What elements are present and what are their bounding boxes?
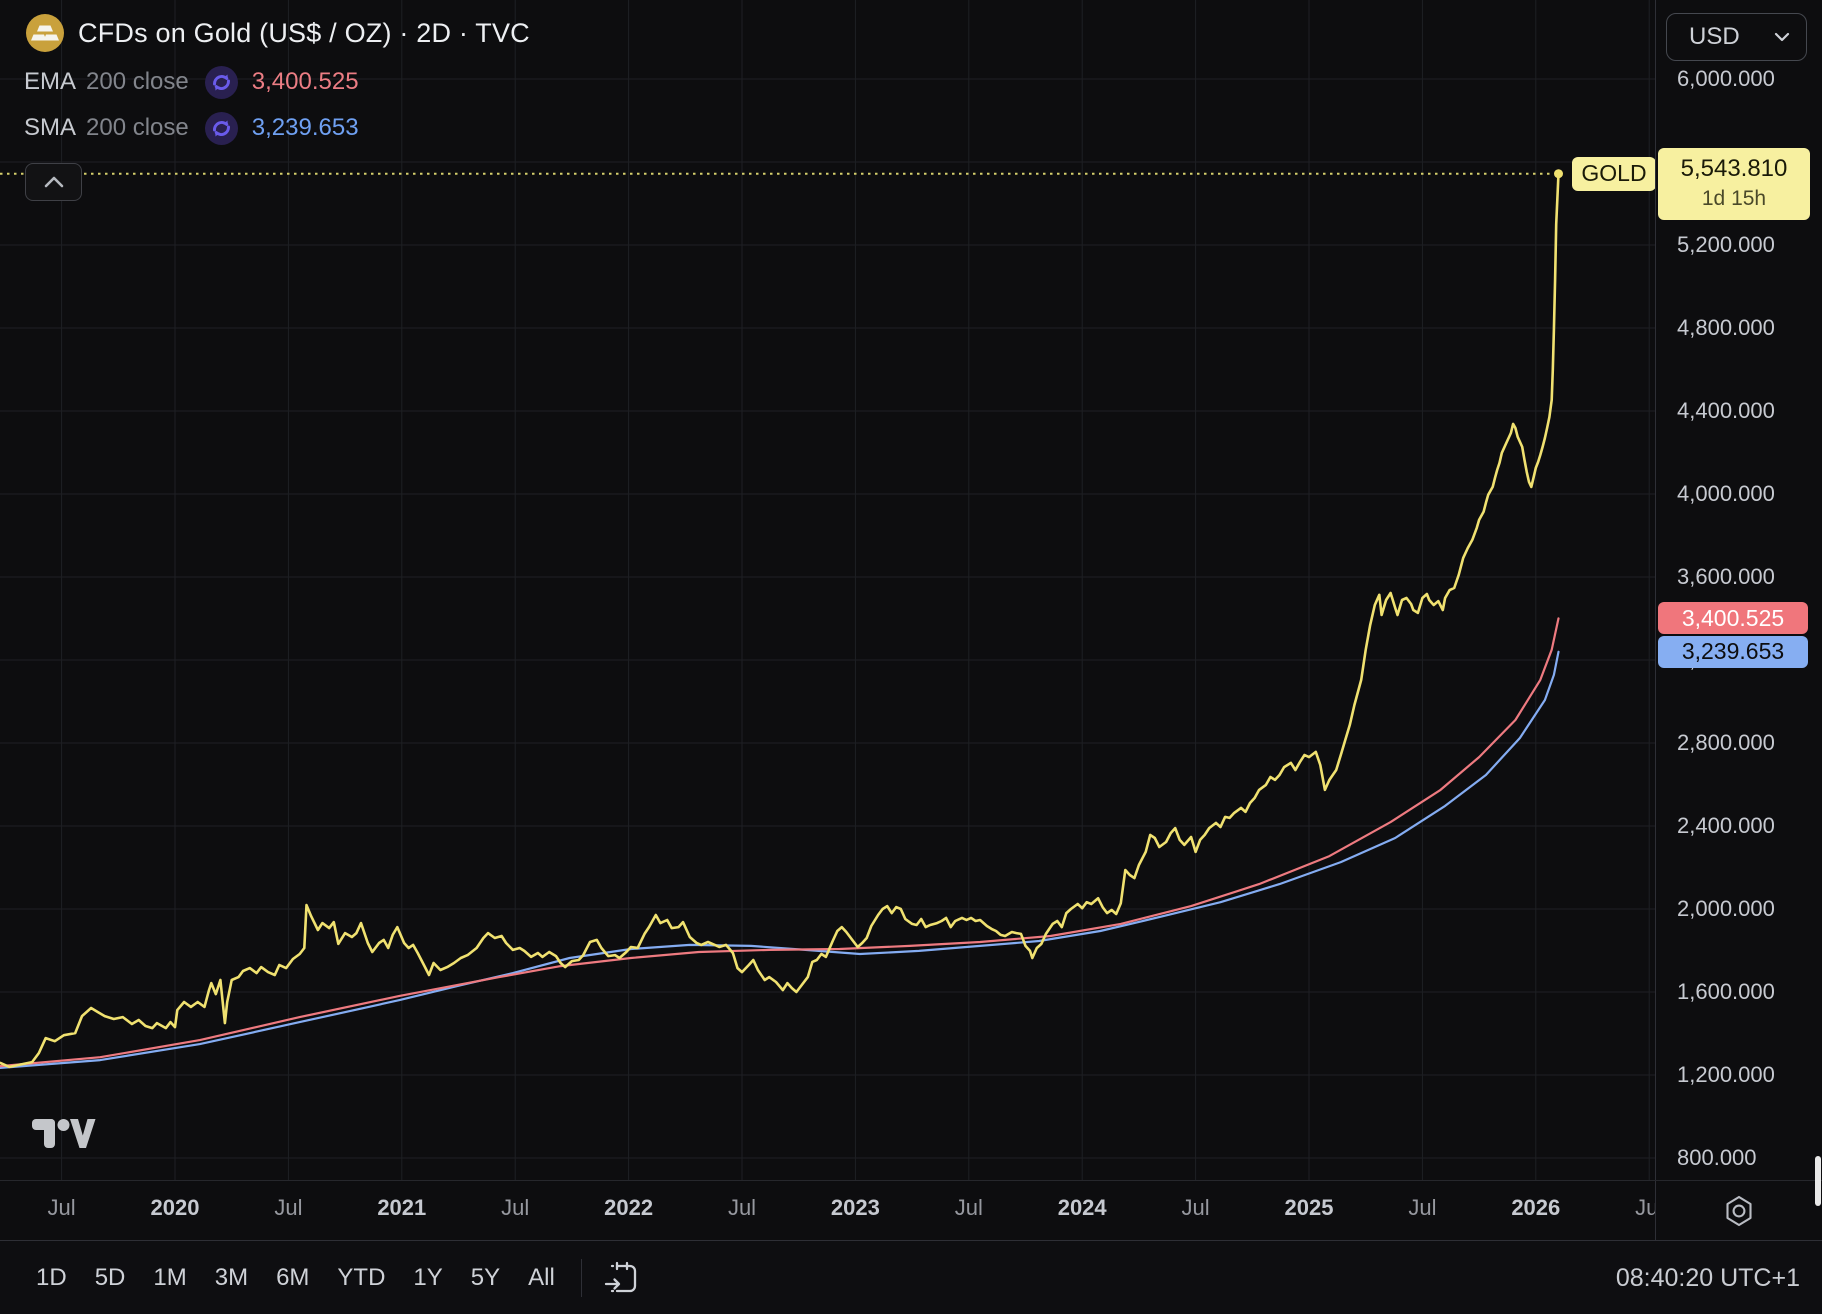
time-tick-label: 2024 <box>1057 1195 1107 1220</box>
calendar-arrow-icon <box>604 1261 636 1292</box>
tradingview-logo[interactable] <box>32 1118 96 1150</box>
indicator-params: 200 close <box>86 68 189 95</box>
time-axis-corner <box>1655 1181 1822 1241</box>
time-tick-label: 2020 <box>150 1195 200 1220</box>
price-tick-label: 2,800.000 <box>1677 730 1775 755</box>
range-button-1d[interactable]: 1D <box>36 1263 67 1291</box>
price-tick-label: 800.000 <box>1677 1145 1757 1170</box>
price-tick-label: 4,000.000 <box>1677 481 1775 506</box>
scrollbar[interactable] <box>1815 1156 1821 1206</box>
price-axis[interactable]: 6,000.0005,600.0005,200.0004,800.0004,40… <box>1655 0 1822 1180</box>
range-button-6m[interactable]: 6M <box>276 1263 310 1291</box>
range-button-1y[interactable]: 1Y <box>413 1263 443 1291</box>
sma-indicator-row[interactable]: SMA 200 close 3,239.653 <box>24 110 359 146</box>
clock: 08:40:20 UTC+1 <box>1615 1263 1800 1292</box>
indicator-value: 3,400.525 <box>251 68 359 95</box>
time-axis[interactable]: Jul 2020 Jul 2021 Jul 2022 Jul 2023 Jul 2024 Jul 20… <box>0 1180 1822 1241</box>
price-tick-label: 2,000.000 <box>1677 896 1775 921</box>
time-tick-label: Jul <box>1408 1195 1437 1220</box>
range-button-3m[interactable]: 3M <box>214 1263 249 1291</box>
indicator-name: SMA <box>24 114 77 141</box>
chevron-down-icon <box>1774 32 1790 42</box>
bottom-toolbar: 1D 5D 1M 3M 6M YTD 1Y 5Y All 08:40:20 UTC+1 <box>0 1240 1822 1314</box>
time-tick-label: 2021 <box>377 1195 427 1220</box>
chevron-up-icon <box>44 176 63 188</box>
time-tick-label: 2023 <box>830 1195 880 1220</box>
sync-refresh-icon[interactable] <box>204 111 238 145</box>
price-chart <box>0 0 1655 1180</box>
symbol-title: CFDs on Gold (US$ / OZ) · 2D · TVC <box>78 17 530 48</box>
indicator-name: EMA <box>24 68 77 95</box>
chart-canvas[interactable]: GOLD <box>0 0 1655 1180</box>
series-sma <box>0 650 1560 1069</box>
time-tick-label: Jul <box>1635 1195 1656 1220</box>
range-button-ytd[interactable]: YTD <box>337 1263 386 1291</box>
time-tick-label: Jul <box>727 1195 757 1220</box>
range-button-all[interactable]: All <box>528 1263 555 1291</box>
time-tick-label: Jul <box>1181 1195 1210 1220</box>
price-tick-label: 6,000.000 <box>1677 66 1775 91</box>
collapse-legend-button[interactable] <box>25 163 82 201</box>
price-tick-label: 1,600.000 <box>1677 979 1775 1004</box>
time-tick-label: 2025 <box>1284 1195 1334 1220</box>
indicator-params: 200 close <box>86 114 189 141</box>
last-price-dot <box>1554 169 1563 179</box>
range-button-1m[interactable]: 1M <box>153 1263 187 1291</box>
time-tick-label: Jul <box>954 1195 983 1220</box>
range-button-5y[interactable]: 5Y <box>470 1263 501 1291</box>
price-tick-label: 4,800.000 <box>1677 315 1775 340</box>
indicator-value: 3,239.653 <box>251 114 359 141</box>
sma-price-label: 3,239.653 <box>1658 635 1808 668</box>
time-labels: Jul 2020 Jul 2021 Jul 2022 Jul 2023 Jul 2024 Jul 20… <box>0 1181 1656 1241</box>
price-tick-label: 3,600.000 <box>1677 564 1775 589</box>
time-tick-label: 2022 <box>604 1195 654 1220</box>
series-ema <box>0 617 1560 1068</box>
sync-refresh-icon[interactable] <box>204 65 238 99</box>
bar-countdown: 1d 15h <box>1701 186 1767 210</box>
ema-indicator-row[interactable]: EMA 200 close 3,400.525 <box>24 64 359 100</box>
gold-coin-icon <box>26 14 64 52</box>
toolbar-divider <box>580 1258 582 1297</box>
currency-select[interactable]: USD <box>1666 13 1807 61</box>
ema-price-label: 3,400.525 <box>1658 602 1808 635</box>
gold-series-tag: GOLD <box>1572 156 1655 191</box>
time-tick-label: Jul <box>274 1195 303 1220</box>
range-buttons: 1D 5D 1M 3M 6M YTD 1Y 5Y All <box>22 1256 569 1300</box>
last-price-label: 5,543.810 1d 15h <box>1658 147 1810 220</box>
time-tick-label: Jul <box>501 1195 530 1220</box>
price-tick-label: 1,200.000 <box>1677 1062 1775 1087</box>
price-tick-label: 2,400.000 <box>1677 813 1775 838</box>
last-price-value: 5,543.810 <box>1680 154 1788 182</box>
currency-value: USD <box>1689 23 1740 50</box>
goto-date-button[interactable] <box>594 1256 650 1300</box>
gear-icon[interactable] <box>1722 1194 1756 1228</box>
time-tick-label: 2026 <box>1511 1195 1561 1220</box>
series-gold <box>0 172 1560 1069</box>
symbol-header[interactable]: CFDs on Gold (US$ / OZ) · 2D · TVC <box>26 14 530 52</box>
range-button-5d[interactable]: 5D <box>94 1263 126 1291</box>
time-tick-label: Jul <box>47 1195 76 1220</box>
price-tick-label: 4,400.000 <box>1677 398 1775 423</box>
price-tick-label: 5,200.000 <box>1677 232 1775 257</box>
